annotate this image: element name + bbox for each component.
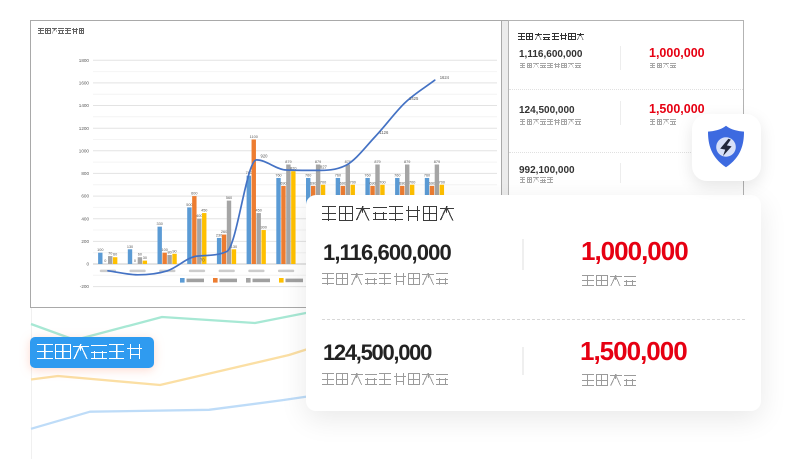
svg-text:600: 600: [191, 192, 197, 196]
svg-text:690: 690: [369, 181, 375, 185]
svg-text:879: 879: [345, 160, 351, 164]
svg-text:60: 60: [113, 253, 117, 257]
svg-text:0: 0: [86, 262, 89, 267]
svg-text:920: 920: [261, 153, 269, 158]
svg-text:600: 600: [81, 194, 89, 199]
svg-text:500: 500: [186, 203, 192, 207]
svg-text:400: 400: [196, 214, 202, 218]
svg-text:700: 700: [320, 180, 326, 184]
svg-text:1600: 1600: [79, 81, 90, 86]
svg-text:400: 400: [81, 216, 89, 221]
svg-text:130: 130: [231, 245, 237, 249]
svg-text:200: 200: [81, 239, 89, 244]
svg-text:760: 760: [335, 173, 341, 177]
svg-text:800: 800: [81, 171, 89, 176]
svg-text:560: 560: [226, 196, 232, 200]
svg-text:30: 30: [143, 256, 147, 260]
svg-text:1200: 1200: [79, 126, 90, 131]
svg-text:0: 0: [104, 259, 106, 263]
svg-text:879: 879: [434, 160, 440, 164]
svg-text:690: 690: [340, 181, 346, 185]
svg-text:1400: 1400: [79, 103, 90, 108]
svg-text:1100: 1100: [250, 135, 258, 139]
svg-text:330: 330: [157, 222, 163, 226]
svg-text:879: 879: [404, 160, 410, 164]
svg-text:130: 130: [127, 245, 133, 249]
svg-text:70: 70: [200, 258, 205, 263]
svg-text:700: 700: [350, 180, 356, 184]
svg-text:300: 300: [260, 226, 266, 230]
svg-text:80: 80: [167, 250, 171, 254]
svg-text:1000: 1000: [79, 148, 90, 153]
svg-text:450: 450: [201, 209, 207, 213]
svg-text:1425: 1425: [409, 96, 419, 101]
svg-text:760: 760: [305, 173, 311, 177]
svg-text:90: 90: [172, 249, 176, 253]
svg-text:820: 820: [290, 167, 296, 171]
svg-text:0: 0: [134, 259, 136, 263]
svg-text:100: 100: [97, 248, 103, 252]
svg-text:700: 700: [439, 180, 445, 184]
svg-text:700: 700: [379, 180, 385, 184]
svg-text:690: 690: [399, 181, 405, 185]
svg-text:879: 879: [285, 160, 291, 164]
svg-text:1624: 1624: [440, 75, 450, 80]
svg-text:879: 879: [374, 160, 380, 164]
svg-text:690: 690: [310, 181, 316, 185]
svg-text:690: 690: [429, 181, 435, 185]
svg-text:260: 260: [221, 230, 227, 234]
svg-text:60: 60: [138, 253, 142, 257]
svg-text:760: 760: [275, 173, 281, 177]
svg-text:1800: 1800: [79, 58, 90, 63]
svg-text:700: 700: [409, 180, 415, 184]
svg-text:827: 827: [320, 164, 328, 169]
svg-text:-200: -200: [80, 284, 90, 289]
svg-text:760: 760: [394, 173, 400, 177]
svg-text:690: 690: [280, 181, 286, 185]
svg-text:760: 760: [424, 173, 430, 177]
svg-text:230: 230: [216, 233, 222, 237]
svg-text:100: 100: [161, 248, 167, 252]
svg-text:760: 760: [364, 173, 370, 177]
svg-text:879: 879: [315, 160, 321, 164]
svg-text:450: 450: [256, 209, 262, 213]
svg-text:1126: 1126: [379, 130, 389, 135]
svg-text:70: 70: [108, 252, 112, 256]
